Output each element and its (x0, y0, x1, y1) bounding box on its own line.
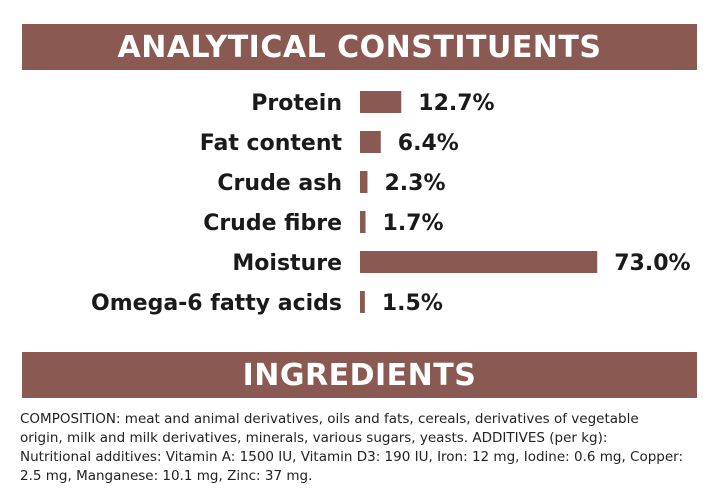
category-label: Fat content (200, 131, 343, 156)
category-label: Protein (251, 91, 342, 116)
analytical-constituents-title: ANALYTICAL CONSTITUENTS (117, 29, 602, 65)
ingredients-line: Nutritional additives: Vitamin A: 1500 I… (20, 449, 684, 465)
ingredients-line: origin, milk and milk derivatives, miner… (20, 430, 608, 446)
value-label: 12.7% (418, 91, 494, 116)
ingredients-banner: INGREDIENTS (22, 352, 697, 398)
ingredients-title: INGREDIENTS (242, 357, 477, 393)
ingredients-line: COMPOSITION: meat and animal derivatives… (20, 411, 639, 427)
ingredients-text: COMPOSITION: meat and animal derivatives… (20, 410, 700, 486)
ingredients-line: 2.5 mg, Manganese: 10.1 mg, Zinc: 37 mg. (20, 468, 313, 484)
category-label: Omega-6 fatty acids (91, 291, 342, 316)
analytical-constituents-chart: Protein 12.7% Fat content 6.4% Crude ash 2.3%… (91, 91, 691, 316)
category-label: Crude ash (217, 171, 342, 196)
bar-crude-fibre (360, 211, 366, 233)
bar-protein (360, 91, 402, 113)
category-label: Moisture (232, 251, 342, 276)
bar-fat-content (360, 131, 381, 153)
value-label: 1.5% (382, 291, 443, 316)
category-label: Crude fibre (203, 211, 342, 236)
analytical-constituents-banner: ANALYTICAL CONSTITUENTS (22, 24, 697, 70)
bar-crude-ash (360, 171, 368, 193)
bar-moisture (360, 251, 598, 273)
value-label: 73.0% (614, 251, 690, 276)
value-label: 2.3% (384, 171, 445, 196)
bar-omega-6-fatty-acids (360, 291, 365, 313)
value-label: 1.7% (383, 211, 444, 236)
value-label: 6.4% (398, 131, 459, 156)
